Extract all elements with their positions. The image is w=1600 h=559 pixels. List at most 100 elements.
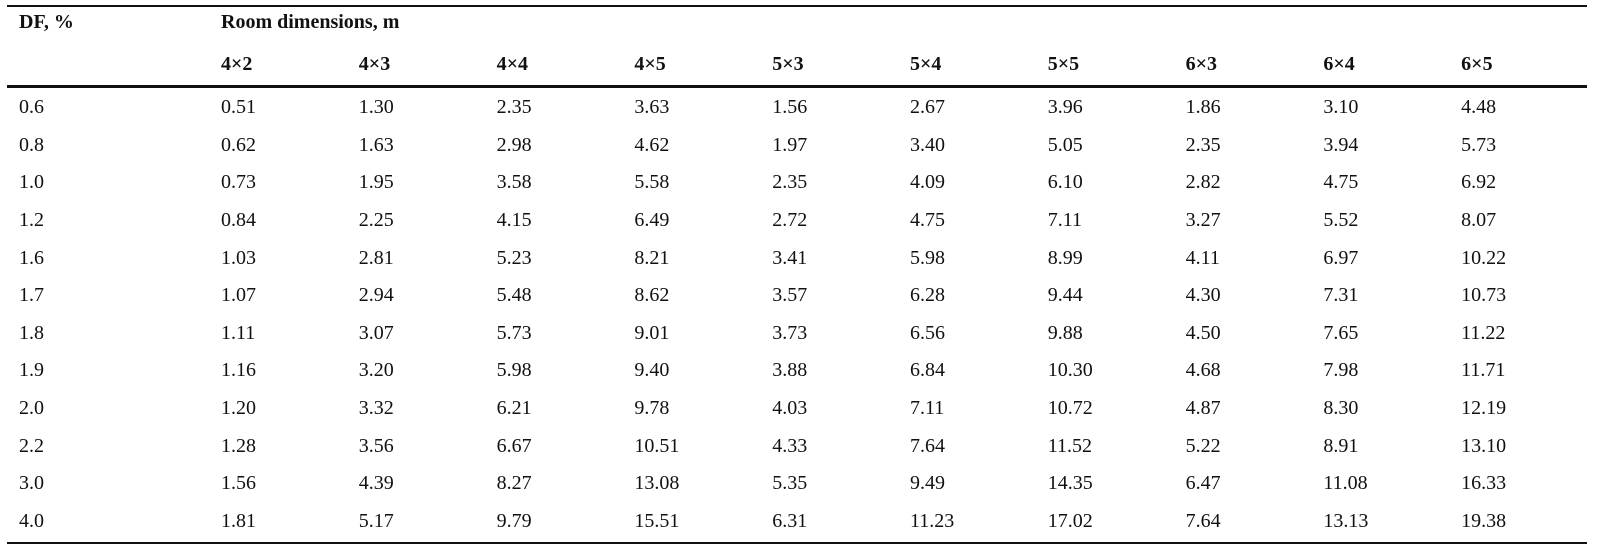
table-cell: 11.52 [1047, 434, 1093, 457]
group-header-label: Room dimensions, m [221, 11, 400, 33]
table-cell: 5.73 [496, 321, 532, 344]
table-cell: 9.01 [634, 321, 670, 344]
row-header-label: DF, % [19, 11, 74, 33]
table-cell: 5.35 [772, 472, 808, 495]
table-cell: 19.38 [1461, 509, 1507, 532]
table-cell: 4.30 [1185, 284, 1221, 307]
row-df-value: 1.6 [19, 246, 44, 269]
table-cell: 1.56 [221, 472, 256, 495]
table-header-group-row: DF, % Room dimensions, m [7, 7, 1587, 43]
table-cell: 12.19 [1461, 397, 1507, 420]
table-cell: 4.87 [1185, 397, 1221, 420]
table-cell: 1.30 [358, 96, 394, 119]
table-cell: 8.21 [634, 246, 670, 269]
table-cell: 6.28 [909, 284, 945, 307]
table-cell: 11.23 [909, 509, 955, 532]
table-cell: 0.62 [221, 133, 256, 156]
table-cell: 9.88 [1047, 321, 1083, 344]
row-df-value: 3.0 [19, 472, 44, 495]
row-df-value: 0.6 [19, 96, 44, 119]
table-cell: 2.35 [1185, 133, 1221, 156]
table-cell: 6.10 [1047, 171, 1083, 194]
table-cell: 5.23 [496, 246, 532, 269]
table-cell: 1.20 [221, 397, 256, 420]
table-cell: 3.56 [358, 434, 394, 457]
table-cell: 5.98 [496, 359, 532, 382]
table-cell: 5.22 [1185, 434, 1221, 457]
table-cell: 2.25 [358, 209, 394, 232]
table-row: 1.8 1.11 3.07 5.73 9.01 3.73 6.56 9.88 4.50 7.65 1… [7, 315, 1587, 353]
table-cell: 6.67 [496, 434, 532, 457]
data-table: DF, % Room dimensions, m 4×2 4×3 4×4 4×5 5×3… [7, 5, 1587, 545]
table-cell: 4.15 [496, 209, 532, 232]
column-header: 5×3 [772, 52, 804, 75]
row-df-value: 1.9 [19, 359, 44, 382]
table-row: 4.0 1.81 5.17 9.79 15.51 6.31 11.23 17.02 7.64 13… [7, 503, 1587, 541]
table-cell: 13.08 [634, 472, 680, 495]
table-cell: 4.75 [909, 209, 945, 232]
table-cell: 4.62 [634, 133, 670, 156]
table-cell: 3.07 [358, 321, 394, 344]
column-header: 4×2 [221, 52, 253, 75]
table-cell: 3.94 [1323, 133, 1359, 156]
table-cell: 2.67 [909, 96, 945, 119]
table-cell: 7.11 [1047, 209, 1083, 232]
table-row: 1.7 1.07 2.94 5.48 8.62 3.57 6.28 9.44 4.30 7.31 1… [7, 277, 1587, 315]
table-cell: 7.11 [909, 397, 945, 420]
table-cell: 7.65 [1323, 321, 1359, 344]
table-cell: 10.30 [1047, 359, 1093, 382]
table-header-rule [7, 85, 1587, 88]
table-cell: 3.57 [772, 284, 808, 307]
column-header: 5×4 [909, 52, 942, 75]
table-cell: 0.84 [221, 209, 256, 232]
table-cell: 1.16 [221, 359, 256, 382]
table-cell: 2.35 [772, 171, 808, 194]
table-cell: 2.98 [496, 133, 532, 156]
table-cell: 3.20 [358, 359, 394, 382]
table-cell: 1.86 [1185, 96, 1221, 119]
table-cell: 1.63 [358, 133, 394, 156]
table-row: 0.6 0.51 1.30 2.35 3.63 1.56 2.67 3.96 1.86 3.10 4… [7, 89, 1587, 127]
row-df-value: 2.0 [19, 397, 44, 420]
table-column-header-row: 4×2 4×3 4×4 4×5 5×3 5×4 5×5 6×3 6×4 6×5 [7, 43, 1587, 85]
table-cell: 17.02 [1047, 509, 1093, 532]
table-body: 0.6 0.51 1.30 2.35 3.63 1.56 2.67 3.96 1.86 3.10 4… [7, 88, 1587, 542]
table-cell: 7.64 [909, 434, 945, 457]
table-row: 3.0 1.56 4.39 8.27 13.08 5.35 9.49 14.35 6.47 11.… [7, 465, 1587, 503]
table-cell: 6.21 [496, 397, 532, 420]
table-cell: 5.98 [909, 246, 945, 269]
table-cell: 10.73 [1461, 284, 1507, 307]
table-cell: 1.97 [772, 133, 808, 156]
table-cell: 10.72 [1047, 397, 1093, 420]
table-cell: 3.63 [634, 96, 670, 119]
row-df-value: 4.0 [19, 509, 44, 532]
table-cell: 2.82 [1185, 171, 1221, 194]
table-cell: 9.78 [634, 397, 670, 420]
table-cell: 16.33 [1461, 472, 1507, 495]
table-cell: 13.13 [1323, 509, 1369, 532]
table-cell: 5.52 [1323, 209, 1359, 232]
table-row: 2.2 1.28 3.56 6.67 10.51 4.33 7.64 11.52 5.22 8.9… [7, 427, 1587, 465]
column-header: 6×4 [1323, 52, 1355, 75]
table-row: 1.0 0.73 1.95 3.58 5.58 2.35 4.09 6.10 2.82 4.75 6… [7, 164, 1587, 202]
table-cell: 7.98 [1323, 359, 1359, 382]
row-df-value: 1.7 [19, 284, 44, 307]
table-cell: 0.73 [221, 171, 256, 194]
table-cell: 3.40 [909, 133, 945, 156]
table-cell: 8.91 [1323, 434, 1359, 457]
table-cell: 4.09 [909, 171, 945, 194]
table-cell: 1.07 [221, 284, 256, 307]
table-cell: 4.33 [772, 434, 808, 457]
table-cell: 8.62 [634, 284, 670, 307]
table-row: 1.2 0.84 2.25 4.15 6.49 2.72 4.75 7.11 3.27 5.52 8… [7, 202, 1587, 240]
table-cell: 11.22 [1461, 321, 1506, 344]
table-cell: 2.72 [772, 209, 808, 232]
table-cell: 6.92 [1461, 171, 1497, 194]
table-bottom-rule [7, 542, 1587, 545]
table-cell: 15.51 [634, 509, 680, 532]
table-cell: 2.81 [358, 246, 394, 269]
table-cell: 5.73 [1461, 133, 1497, 156]
table-cell: 6.97 [1323, 246, 1359, 269]
table-cell: 6.49 [634, 209, 670, 232]
table-cell: 6.31 [772, 509, 808, 532]
